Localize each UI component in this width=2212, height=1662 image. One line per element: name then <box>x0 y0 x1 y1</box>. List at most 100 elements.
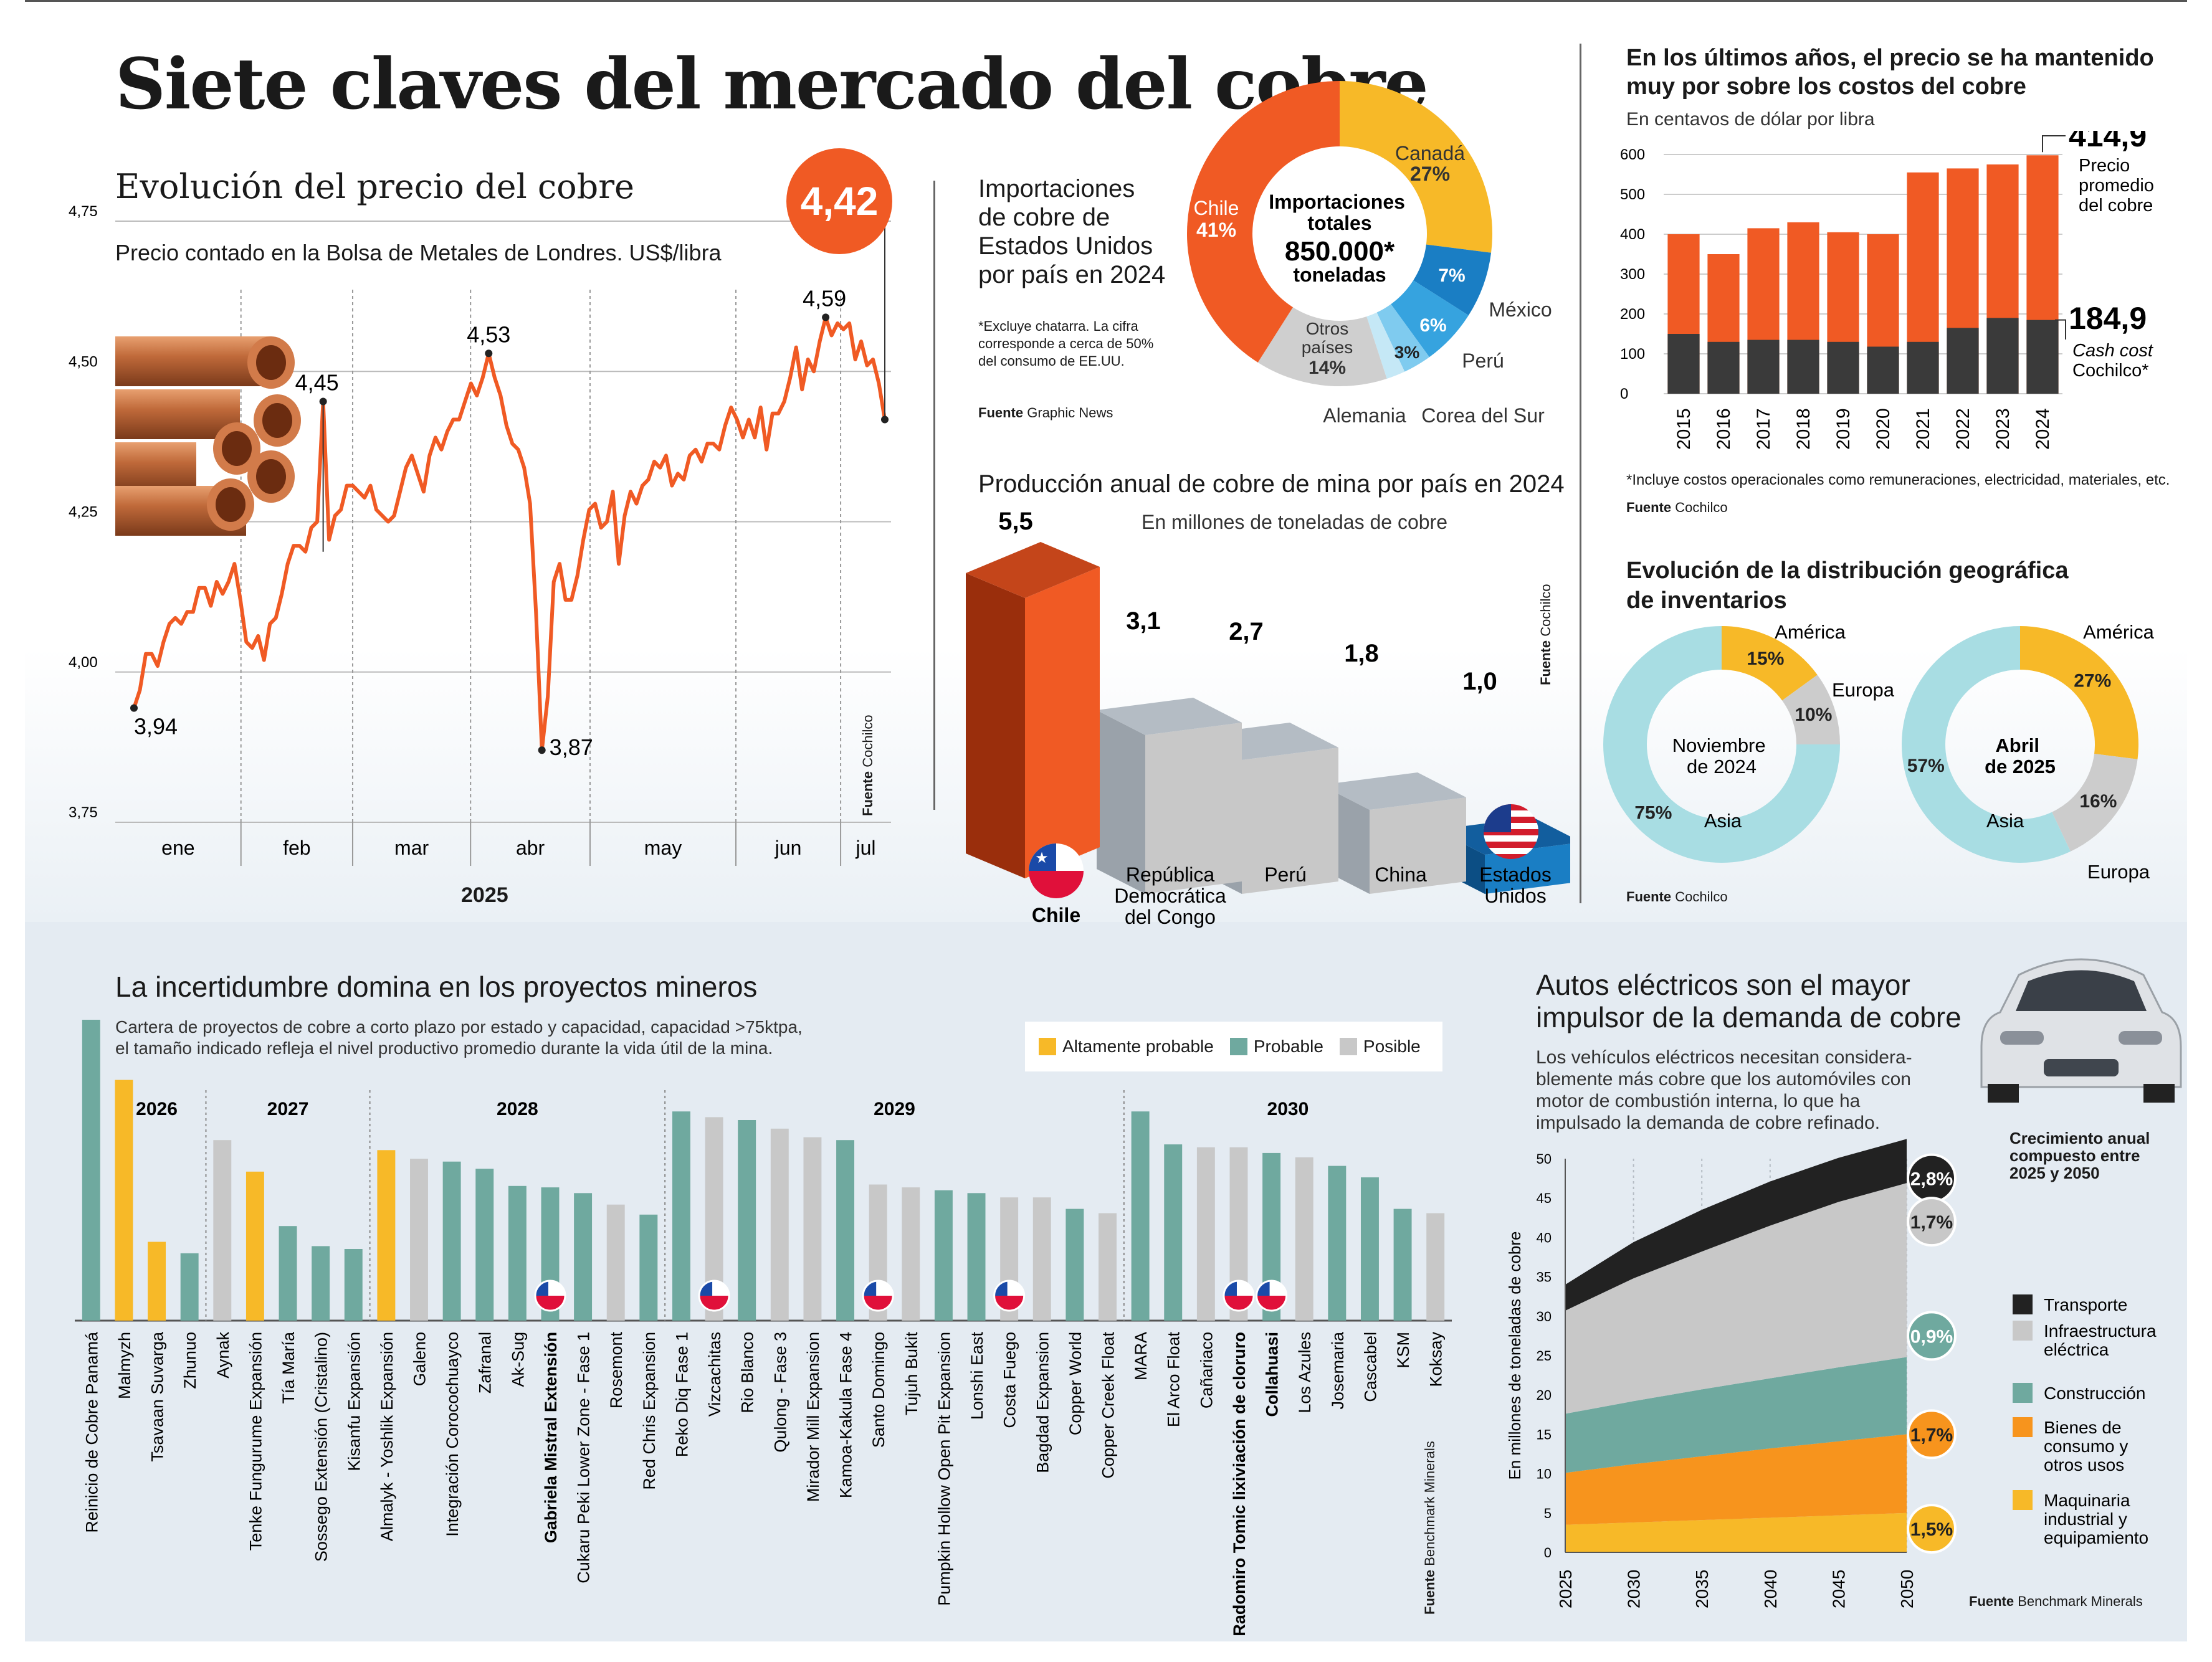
project-bar <box>770 1128 789 1321</box>
cagr-value: 0,9% <box>1910 1326 1953 1347</box>
inv-donut2-center-1: Abril <box>1995 734 2039 756</box>
project-label: Tía María <box>279 1331 298 1404</box>
project-bar <box>1328 1166 1347 1321</box>
ev-ytick-label: 5 <box>1544 1506 1552 1521</box>
project-label: Gabriela Mistral Extensión <box>541 1332 560 1543</box>
inventory-region-label: Asia <box>1986 810 2024 832</box>
cost-year-label: 2015 <box>1674 408 1694 450</box>
ev-ytick-label: 30 <box>1537 1309 1552 1324</box>
cost-year-label: 2017 <box>1753 408 1774 450</box>
project-bar <box>672 1111 690 1321</box>
project-bar <box>1426 1213 1445 1321</box>
price-ytick-label: 4,00 <box>69 654 98 671</box>
project-label: Koksay <box>1427 1332 1446 1387</box>
prod-category-line: Perú <box>1264 863 1307 886</box>
cost-bar-cash <box>1787 340 1819 394</box>
price-point-label: 4,53 <box>467 321 510 347</box>
legend-label: Altamente probable <box>1062 1037 1214 1056</box>
inventory-pct-label: 27% <box>2074 670 2111 691</box>
cost-year-label: 2020 <box>1873 408 1894 450</box>
flag-canton <box>1484 804 1511 832</box>
flag-stripe <box>1484 842 1538 848</box>
inv-donut2-center-2: de 2025 <box>1985 756 2056 777</box>
ev-xtick-label: 2040 <box>1761 1570 1780 1608</box>
inventory-title-line: Evolución de la distribución geográfica <box>1626 558 2069 584</box>
ev-xtick-label: 2025 <box>1556 1570 1575 1608</box>
slice-pct-chile: 41% <box>1196 219 1236 241</box>
ev-text-line: motor de combustión interna, lo que ha <box>1536 1091 1861 1111</box>
ev-legend-line: consumo y <box>2044 1436 2128 1456</box>
month-label: jul <box>856 837 876 859</box>
inventory-source-name: Cochilco <box>1675 889 1728 905</box>
imports-note-line: del consumo de EE.UU. <box>978 353 1125 369</box>
ev-ytick-label: 15 <box>1537 1427 1552 1442</box>
cost-note: *Incluye costos operacionales como remun… <box>1626 472 2170 488</box>
projects-subtitle-line: Cartera de proyectos de cobre a corto pl… <box>115 1017 803 1037</box>
cost-cost-label: Cash cost Cochilco* <box>2072 341 2158 381</box>
project-bar <box>1065 1209 1084 1321</box>
project-bar <box>475 1169 494 1321</box>
inv-donut1-center-2: de 2024 <box>1687 756 1757 777</box>
project-label: Costa Fuego <box>1001 1332 1019 1428</box>
cost-chart: 0 100 200 300 400 500 600 2015 2016 2017 2018 2019… <box>1620 131 2158 450</box>
cost-year-label: 2024 <box>2033 408 2053 450</box>
project-label: Kisanfu Expansión <box>345 1332 363 1471</box>
price-point-label: 4,45 <box>295 370 339 396</box>
prod-bar-front <box>1025 567 1100 878</box>
project-bar <box>934 1190 953 1321</box>
price-year: 2025 <box>461 883 508 907</box>
legend-label: Probable <box>1253 1037 1323 1056</box>
ev-legend-line: Infraestructura <box>2044 1321 2157 1341</box>
project-bar <box>1393 1209 1412 1321</box>
project-label: Integración Corocochuayco <box>443 1332 462 1537</box>
cost-cost-label-2: Cochilco* <box>2072 361 2149 381</box>
project-label: MARA <box>1132 1332 1150 1380</box>
month-label: ene <box>161 837 194 859</box>
imports-slice <box>1391 280 1469 358</box>
project-bar <box>279 1226 297 1321</box>
legend-label: Posible <box>1363 1037 1421 1056</box>
project-label: Reko Diq Fase 1 <box>672 1332 691 1457</box>
electric-car-illustration <box>1980 958 2182 1103</box>
ev-legend-swatch <box>2013 1417 2033 1437</box>
price-point <box>130 704 138 712</box>
cost-cost-value: 184,9 <box>2069 301 2147 336</box>
project-label: Zhunuo <box>181 1332 199 1389</box>
cost-title-line: muy por sobre los costos del cobre <box>1626 74 2026 100</box>
cost-ytick-label: 0 <box>1620 386 1628 402</box>
inventory-region-label: Asia <box>1704 810 1742 832</box>
legend-item-probable: Probable <box>1229 1037 1323 1057</box>
cost-year-label: 2019 <box>1833 408 1854 450</box>
ev-ytick-label: 50 <box>1537 1151 1552 1167</box>
project-label: Red Chris Expansion <box>640 1332 659 1490</box>
cost-bar-cash <box>1986 318 2019 394</box>
flag-stripe <box>1484 854 1538 859</box>
imports-title-line: por país en 2024 <box>978 261 1166 288</box>
price-chart: 4,75 4,50 4,25 4,00 3,75 ene feb mar abr may jun ju… <box>69 203 891 866</box>
price-badge: 4,42 <box>786 148 892 254</box>
prod-category-label: República Democrática del Congo <box>1114 863 1226 928</box>
prod-bar-side <box>1097 710 1145 894</box>
projects-chart: Reinicio de Cobre Panamá Malmyzh Tsavaan S… <box>75 1020 1452 1636</box>
ev-legend-label: Infraestructura eléctrica <box>2044 1321 2157 1359</box>
inventory-title-line: de inventarios <box>1626 587 1787 614</box>
projects-subtitle: Cartera de proyectos de cobre a corto pl… <box>115 1017 803 1059</box>
price-point-label: 3,94 <box>134 714 178 739</box>
project-bar <box>377 1150 396 1321</box>
inventory-region-label: América <box>2083 621 2154 643</box>
cost-cash-leader <box>2055 319 2066 340</box>
cost-bar-cash <box>2026 320 2059 394</box>
project-bar <box>410 1159 428 1321</box>
ev-ytick-label: 20 <box>1537 1387 1552 1403</box>
ev-xtick-label: 2045 <box>1829 1570 1848 1608</box>
inventory-pct-label: 15% <box>1747 648 1784 669</box>
projects-legend: Altamente probable Probable Posible <box>1025 1022 1442 1071</box>
project-bar <box>246 1171 264 1321</box>
project-label: Ak-Sug <box>508 1332 527 1387</box>
cost-source-label: Fuente <box>1626 500 1672 515</box>
project-label: Copper World <box>1066 1332 1085 1435</box>
ev-legend-line: Construcción <box>2044 1384 2145 1403</box>
prod-bar-top <box>966 542 1100 598</box>
cagr-bubble <box>1907 1197 1957 1247</box>
project-label: Tujuh Bukit <box>902 1332 921 1416</box>
